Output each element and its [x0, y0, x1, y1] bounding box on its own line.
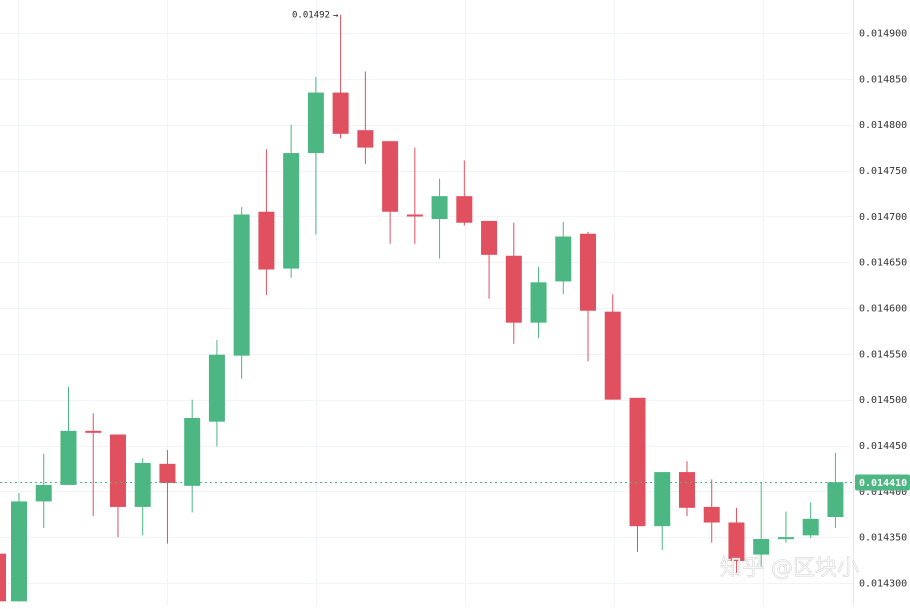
- candle-body: [283, 153, 300, 269]
- candle-body: [406, 214, 423, 217]
- candle: [629, 397, 646, 552]
- candle: [456, 160, 473, 226]
- candle: [777, 511, 794, 543]
- candle-body: [258, 211, 275, 270]
- y-tick-label: 0.014500: [859, 395, 907, 406]
- watermark-text: 知乎 @区块小: [720, 556, 859, 581]
- candle: [802, 502, 819, 539]
- y-tick-label: 0.014350: [859, 533, 907, 544]
- candle-body: [629, 397, 646, 527]
- candle-body: [85, 430, 102, 433]
- candle: [580, 231, 597, 362]
- grid: [0, 0, 853, 605]
- y-tick-label: 0.014850: [859, 74, 907, 85]
- candle-body: [109, 434, 126, 507]
- candle-body: [481, 220, 498, 255]
- candle-body: [431, 196, 448, 220]
- candle-body: [307, 92, 324, 154]
- high-marker-label: 0.01492: [292, 11, 330, 21]
- candle-body: [0, 553, 6, 602]
- candle: [357, 71, 374, 165]
- candle-body: [728, 522, 745, 561]
- y-tick-label: 0.014550: [859, 349, 907, 360]
- y-tick-label: 0.014600: [859, 304, 907, 315]
- candle-body: [654, 472, 671, 527]
- candle: [307, 77, 324, 235]
- candle: [654, 472, 671, 550]
- candle: [11, 493, 27, 602]
- candle-body: [777, 537, 794, 540]
- candle: [505, 222, 522, 344]
- candle: [530, 266, 547, 339]
- candle: [283, 124, 300, 278]
- candle-body: [11, 501, 27, 602]
- candle: [208, 340, 225, 447]
- candle-body: [827, 482, 844, 517]
- candle-body: [332, 92, 349, 134]
- candle: [159, 450, 176, 544]
- high-marker: 0.01492 →: [292, 11, 339, 21]
- candle: [406, 147, 423, 244]
- candle: [184, 399, 201, 513]
- candle: [332, 14, 349, 139]
- y-tick-label: 0.014650: [859, 258, 907, 269]
- candle: [233, 207, 250, 379]
- arrow-right-icon: →: [333, 11, 339, 21]
- candle: [431, 178, 448, 259]
- candle: [753, 482, 770, 567]
- candle-body: [753, 539, 770, 555]
- candle-body: [60, 430, 77, 485]
- candle-body: [456, 196, 473, 223]
- candle-body: [233, 214, 250, 356]
- overlays: 0.01492 →: [292, 11, 339, 21]
- candle-body: [530, 282, 547, 323]
- candle-body: [382, 141, 399, 212]
- last-price-badge: [855, 474, 910, 491]
- candle-body: [184, 418, 201, 486]
- candle-body: [802, 518, 819, 536]
- candles: [0, 14, 844, 602]
- candle-body: [35, 484, 52, 502]
- candle: [703, 479, 720, 543]
- candle: [35, 453, 52, 528]
- candle: [678, 461, 695, 517]
- candle: [481, 220, 498, 299]
- y-tick-label: 0.014400: [859, 487, 907, 498]
- watermark: 知乎 @区块小: [720, 556, 860, 582]
- candle-body: [159, 463, 176, 484]
- y-tick-label: 0.014450: [859, 441, 907, 452]
- candle: [827, 452, 844, 528]
- y-tick-label: 0.014700: [859, 212, 907, 223]
- candle: [85, 413, 102, 517]
- candle: [382, 141, 399, 244]
- candle-body: [703, 506, 720, 523]
- y-tick-label: 0.014300: [859, 579, 907, 590]
- candle: [60, 386, 77, 485]
- candle-body: [505, 255, 522, 323]
- candle: [109, 434, 126, 538]
- candle: [728, 507, 745, 574]
- candle: [258, 149, 275, 296]
- last-price-label: 0.014410: [859, 478, 907, 489]
- candle-body: [555, 236, 572, 282]
- y-tick-label: 0.014800: [859, 120, 907, 131]
- candle: [555, 221, 572, 295]
- candle-body: [134, 462, 151, 507]
- candle-body: [604, 311, 621, 400]
- candle: [604, 294, 621, 400]
- y-tick-label: 0.014900: [859, 29, 907, 40]
- candle: [0, 553, 6, 602]
- candle-body: [208, 354, 225, 422]
- y-tick-label: 0.014750: [859, 166, 907, 177]
- candle: [134, 458, 151, 536]
- candle-body: [678, 472, 695, 508]
- candle-body: [357, 130, 374, 148]
- candle-body: [580, 233, 597, 311]
